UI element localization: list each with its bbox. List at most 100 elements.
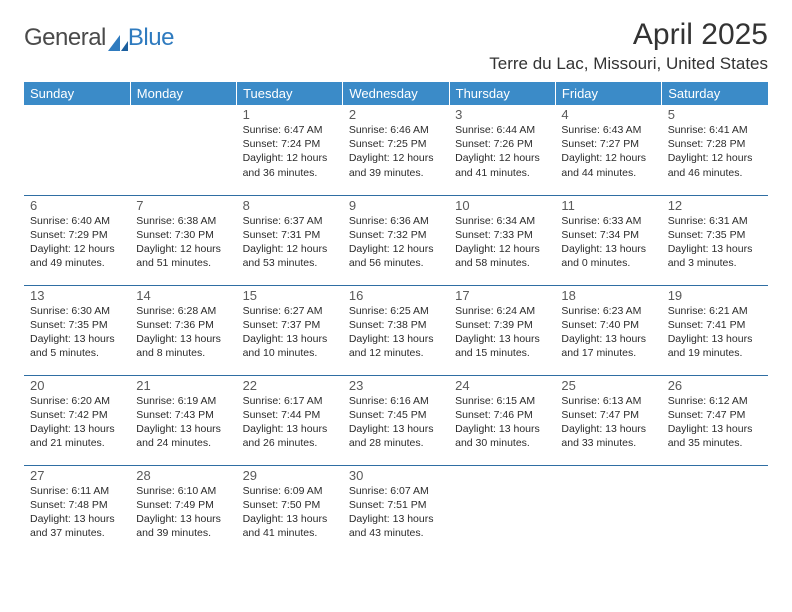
calendar-cell: 30Sunrise: 6:07 AMSunset: 7:51 PMDayligh… <box>343 465 449 555</box>
day-details: Sunrise: 6:34 AMSunset: 7:33 PMDaylight:… <box>455 214 549 271</box>
calendar-cell-empty <box>662 465 768 555</box>
sail-icon <box>108 30 128 46</box>
calendar-cell: 2Sunrise: 6:46 AMSunset: 7:25 PMDaylight… <box>343 105 449 195</box>
calendar-row: 27Sunrise: 6:11 AMSunset: 7:48 PMDayligh… <box>24 465 768 555</box>
day-number: 10 <box>455 198 549 213</box>
brand-word-2: Blue <box>128 24 174 52</box>
day-number: 18 <box>561 288 655 303</box>
day-number: 5 <box>668 107 762 122</box>
day-details: Sunrise: 6:33 AMSunset: 7:34 PMDaylight:… <box>561 214 655 271</box>
day-details: Sunrise: 6:37 AMSunset: 7:31 PMDaylight:… <box>243 214 337 271</box>
day-details: Sunrise: 6:47 AMSunset: 7:24 PMDaylight:… <box>243 123 337 180</box>
calendar-cell: 10Sunrise: 6:34 AMSunset: 7:33 PMDayligh… <box>449 195 555 285</box>
calendar-cell: 21Sunrise: 6:19 AMSunset: 7:43 PMDayligh… <box>130 375 236 465</box>
calendar-row: 13Sunrise: 6:30 AMSunset: 7:35 PMDayligh… <box>24 285 768 375</box>
brand-logo: General Blue <box>24 18 174 52</box>
calendar-cell: 22Sunrise: 6:17 AMSunset: 7:44 PMDayligh… <box>237 375 343 465</box>
day-details: Sunrise: 6:38 AMSunset: 7:30 PMDaylight:… <box>136 214 230 271</box>
calendar-cell: 29Sunrise: 6:09 AMSunset: 7:50 PMDayligh… <box>237 465 343 555</box>
day-header: Monday <box>130 82 236 105</box>
calendar-cell: 14Sunrise: 6:28 AMSunset: 7:36 PMDayligh… <box>130 285 236 375</box>
location-text: Terre du Lac, Missouri, United States <box>489 54 768 74</box>
day-details: Sunrise: 6:23 AMSunset: 7:40 PMDaylight:… <box>561 304 655 361</box>
day-number: 16 <box>349 288 443 303</box>
day-details: Sunrise: 6:46 AMSunset: 7:25 PMDaylight:… <box>349 123 443 180</box>
day-details: Sunrise: 6:36 AMSunset: 7:32 PMDaylight:… <box>349 214 443 271</box>
day-number: 29 <box>243 468 337 483</box>
day-details: Sunrise: 6:07 AMSunset: 7:51 PMDaylight:… <box>349 484 443 541</box>
calendar-cell-empty <box>130 105 236 195</box>
calendar-cell: 26Sunrise: 6:12 AMSunset: 7:47 PMDayligh… <box>662 375 768 465</box>
day-header: Wednesday <box>343 82 449 105</box>
calendar-cell-empty <box>555 465 661 555</box>
calendar-cell: 7Sunrise: 6:38 AMSunset: 7:30 PMDaylight… <box>130 195 236 285</box>
day-number: 30 <box>349 468 443 483</box>
calendar-cell: 18Sunrise: 6:23 AMSunset: 7:40 PMDayligh… <box>555 285 661 375</box>
day-header: Saturday <box>662 82 768 105</box>
day-number: 25 <box>561 378 655 393</box>
day-details: Sunrise: 6:41 AMSunset: 7:28 PMDaylight:… <box>668 123 762 180</box>
day-number: 1 <box>243 107 337 122</box>
calendar-cell: 1Sunrise: 6:47 AMSunset: 7:24 PMDaylight… <box>237 105 343 195</box>
day-number: 8 <box>243 198 337 213</box>
calendar-cell: 8Sunrise: 6:37 AMSunset: 7:31 PMDaylight… <box>237 195 343 285</box>
calendar-cell: 28Sunrise: 6:10 AMSunset: 7:49 PMDayligh… <box>130 465 236 555</box>
page-title: April 2025 <box>489 18 768 52</box>
day-number: 4 <box>561 107 655 122</box>
day-number: 15 <box>243 288 337 303</box>
header: General Blue April 2025 Terre du Lac, Mi… <box>24 18 768 74</box>
day-details: Sunrise: 6:15 AMSunset: 7:46 PMDaylight:… <box>455 394 549 451</box>
calendar-cell: 13Sunrise: 6:30 AMSunset: 7:35 PMDayligh… <box>24 285 130 375</box>
day-details: Sunrise: 6:24 AMSunset: 7:39 PMDaylight:… <box>455 304 549 361</box>
day-details: Sunrise: 6:19 AMSunset: 7:43 PMDaylight:… <box>136 394 230 451</box>
calendar-row: 6Sunrise: 6:40 AMSunset: 7:29 PMDaylight… <box>24 195 768 285</box>
calendar-cell: 3Sunrise: 6:44 AMSunset: 7:26 PMDaylight… <box>449 105 555 195</box>
calendar-cell: 5Sunrise: 6:41 AMSunset: 7:28 PMDaylight… <box>662 105 768 195</box>
day-details: Sunrise: 6:25 AMSunset: 7:38 PMDaylight:… <box>349 304 443 361</box>
brand-word-1: General <box>24 24 106 52</box>
calendar-table: SundayMondayTuesdayWednesdayThursdayFrid… <box>24 82 768 555</box>
day-number: 13 <box>30 288 124 303</box>
day-number: 26 <box>668 378 762 393</box>
day-details: Sunrise: 6:20 AMSunset: 7:42 PMDaylight:… <box>30 394 124 451</box>
day-details: Sunrise: 6:11 AMSunset: 7:48 PMDaylight:… <box>30 484 124 541</box>
day-number: 27 <box>30 468 124 483</box>
calendar-row: 20Sunrise: 6:20 AMSunset: 7:42 PMDayligh… <box>24 375 768 465</box>
day-details: Sunrise: 6:44 AMSunset: 7:26 PMDaylight:… <box>455 123 549 180</box>
day-header: Sunday <box>24 82 130 105</box>
day-number: 17 <box>455 288 549 303</box>
calendar-row: 1Sunrise: 6:47 AMSunset: 7:24 PMDaylight… <box>24 105 768 195</box>
day-number: 3 <box>455 107 549 122</box>
calendar-cell: 20Sunrise: 6:20 AMSunset: 7:42 PMDayligh… <box>24 375 130 465</box>
day-number: 22 <box>243 378 337 393</box>
day-details: Sunrise: 6:12 AMSunset: 7:47 PMDaylight:… <box>668 394 762 451</box>
calendar-cell: 4Sunrise: 6:43 AMSunset: 7:27 PMDaylight… <box>555 105 661 195</box>
day-details: Sunrise: 6:40 AMSunset: 7:29 PMDaylight:… <box>30 214 124 271</box>
day-number: 7 <box>136 198 230 213</box>
calendar-cell: 24Sunrise: 6:15 AMSunset: 7:46 PMDayligh… <box>449 375 555 465</box>
day-number: 24 <box>455 378 549 393</box>
calendar-cell: 12Sunrise: 6:31 AMSunset: 7:35 PMDayligh… <box>662 195 768 285</box>
day-details: Sunrise: 6:31 AMSunset: 7:35 PMDaylight:… <box>668 214 762 271</box>
day-details: Sunrise: 6:27 AMSunset: 7:37 PMDaylight:… <box>243 304 337 361</box>
day-number: 9 <box>349 198 443 213</box>
day-header: Tuesday <box>237 82 343 105</box>
day-details: Sunrise: 6:21 AMSunset: 7:41 PMDaylight:… <box>668 304 762 361</box>
day-number: 20 <box>30 378 124 393</box>
day-number: 11 <box>561 198 655 213</box>
day-number: 2 <box>349 107 443 122</box>
calendar-cell: 9Sunrise: 6:36 AMSunset: 7:32 PMDaylight… <box>343 195 449 285</box>
day-number: 28 <box>136 468 230 483</box>
day-number: 6 <box>30 198 124 213</box>
day-details: Sunrise: 6:13 AMSunset: 7:47 PMDaylight:… <box>561 394 655 451</box>
day-details: Sunrise: 6:30 AMSunset: 7:35 PMDaylight:… <box>30 304 124 361</box>
calendar-cell: 27Sunrise: 6:11 AMSunset: 7:48 PMDayligh… <box>24 465 130 555</box>
day-header: Thursday <box>449 82 555 105</box>
day-details: Sunrise: 6:09 AMSunset: 7:50 PMDaylight:… <box>243 484 337 541</box>
day-number: 23 <box>349 378 443 393</box>
day-details: Sunrise: 6:10 AMSunset: 7:49 PMDaylight:… <box>136 484 230 541</box>
day-details: Sunrise: 6:17 AMSunset: 7:44 PMDaylight:… <box>243 394 337 451</box>
day-details: Sunrise: 6:43 AMSunset: 7:27 PMDaylight:… <box>561 123 655 180</box>
calendar-cell: 15Sunrise: 6:27 AMSunset: 7:37 PMDayligh… <box>237 285 343 375</box>
day-number: 21 <box>136 378 230 393</box>
